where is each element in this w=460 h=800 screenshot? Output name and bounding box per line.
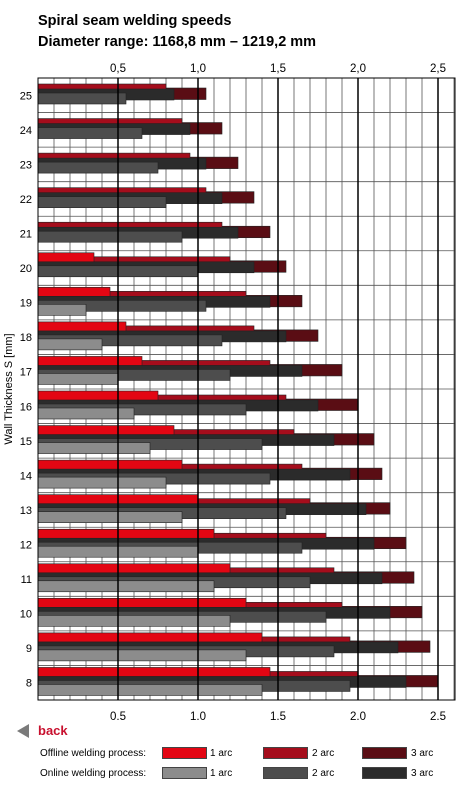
y-tick-label: 15	[20, 436, 32, 448]
x-tick-label-bottom: 0,5	[110, 711, 126, 720]
legend-text-offline-2arc: 2 arc	[312, 748, 335, 759]
y-tick-label: 9	[26, 643, 32, 655]
y-tick-label: 19	[20, 298, 32, 310]
x-tick-label-bottom: 2,0	[350, 711, 366, 720]
y-tick-label: 10	[20, 609, 32, 621]
legend-swatch-online-3arc	[362, 767, 407, 779]
x-tick-label-bottom: 1,5	[270, 711, 286, 720]
bar-online-1-arc	[37, 615, 231, 627]
bar-online-1-arc	[37, 684, 263, 696]
bar-online-1-arc	[37, 580, 215, 593]
bar-online-1-arc	[37, 304, 87, 316]
y-tick-label: 17	[20, 367, 32, 379]
legend-offline-label: Offline welding process:	[40, 748, 146, 759]
bar-online-2-arc	[37, 230, 183, 243]
x-tick-label-bottom: 2,5	[430, 711, 446, 720]
y-axis-label: Wall Thickness S [mm]	[3, 333, 15, 444]
bar-online-1-arc	[37, 442, 151, 454]
y-tick-label: 11	[21, 574, 32, 586]
y-tick-label: 20	[20, 263, 32, 275]
legend-online-label: Online welding process:	[40, 768, 147, 779]
back-button[interactable]: back	[17, 723, 68, 738]
legend-swatch-online-1arc	[162, 767, 207, 779]
y-tick-label: 16	[20, 401, 32, 413]
legend-text-online-2arc: 2 arc	[312, 768, 335, 779]
y-tick-label: 8	[26, 678, 32, 690]
chart-subtitle: Diameter range: 1168,8 mm – 1219,2 mm	[38, 34, 317, 50]
back-arrow-icon	[17, 723, 29, 738]
chart-title: Spiral seam welding speeds	[38, 13, 232, 29]
y-tick-label: 21	[20, 229, 32, 241]
bar-online-1-arc	[37, 511, 183, 523]
legend-swatch-offline-1arc	[162, 747, 207, 759]
legend-text-online-1arc: 1 arc	[210, 768, 233, 779]
legend-swatch-online-2arc	[263, 767, 308, 779]
bar-online-2-arc	[37, 127, 143, 139]
bar-online-1-arc	[37, 338, 103, 351]
legend-swatch-offline-2arc	[263, 747, 308, 759]
back-label: back	[38, 723, 68, 738]
bar-online-2-arc	[37, 196, 167, 208]
bar-online-1-arc	[37, 407, 135, 420]
legend-text-offline-1arc: 1 arc	[210, 748, 233, 759]
x-tick-label-top: 2,0	[350, 63, 366, 75]
legend-swatch-offline-3arc	[362, 747, 407, 759]
x-tick-label-top: 1,0	[190, 63, 206, 75]
bar-online-1-arc	[37, 373, 119, 385]
x-tick-label-top: 0,5	[110, 63, 126, 75]
y-tick-label: 12	[20, 540, 32, 552]
y-tick-label: 14	[20, 470, 32, 482]
y-tick-label: 22	[20, 194, 32, 206]
x-tick-label-top: 2,5	[430, 63, 446, 75]
y-tick-label: 24	[20, 125, 32, 137]
bar-chart: 25 24 23 22 21 20 19 18 17 16 15 14 13 12 11 10 9 8 0,5 0,5…	[3, 63, 456, 720]
bar-online-1-arc	[37, 649, 247, 662]
plot-frame	[37, 77, 456, 701]
y-tick-label: 25	[20, 90, 32, 102]
bar-online-2-arc	[37, 92, 127, 105]
bar-online-1-arc	[37, 476, 167, 489]
y-tick-label: 18	[20, 332, 32, 344]
x-tick-label-top: 1,5	[270, 63, 286, 75]
bar-online-2-arc	[37, 161, 159, 174]
y-tick-label: 13	[20, 505, 32, 517]
legend-text-online-3arc: 3 arc	[411, 768, 434, 779]
y-tick-label: 23	[20, 159, 32, 171]
legend-text-offline-3arc: 3 arc	[411, 748, 434, 759]
x-tick-label-bottom: 1,0	[190, 711, 206, 720]
